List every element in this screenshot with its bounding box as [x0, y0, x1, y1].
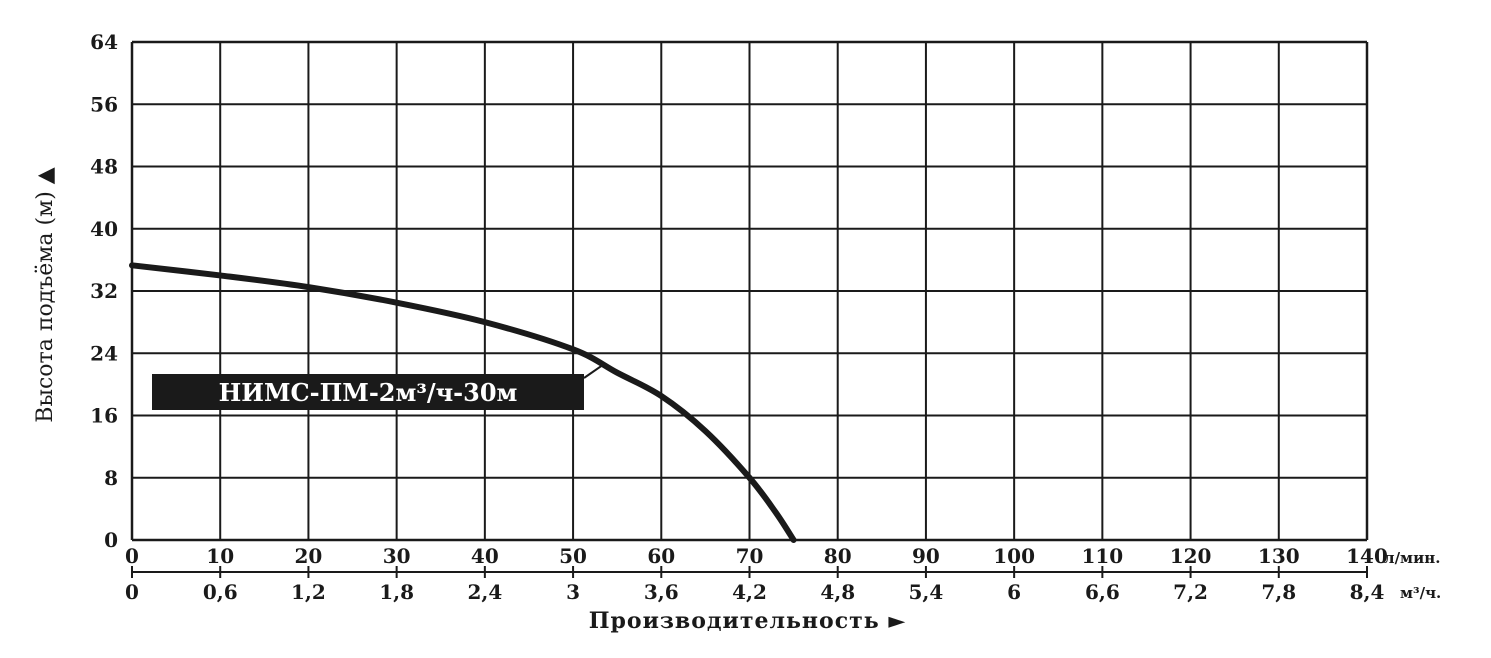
x-tick-label-lpm: 120 — [1170, 544, 1212, 568]
chart-grid — [130, 40, 1369, 578]
x-tick-label-lpm: 50 — [559, 544, 587, 568]
x-tick-labels-lpm: 0 10 20 30 40 50 60 70 80 90 100 110 120 130 140 — [125, 544, 1388, 568]
y-tick-labels: 0 8 16 24 32 40 48 56 64 — [90, 30, 118, 552]
series-label-box — [152, 374, 584, 410]
x-tick-label-m3h: 3 — [566, 580, 580, 604]
x-axis-label: Производительность ► — [589, 608, 907, 634]
x-tick-label-m3h: 0,6 — [203, 580, 238, 604]
y-axis-label: Высота подъёма (м) ▲ — [33, 167, 58, 422]
x-tick-label-lpm: 60 — [647, 544, 675, 568]
x-tick-label-m3h: 6,6 — [1085, 580, 1120, 604]
x-tick-label-m3h: 4,8 — [820, 580, 855, 604]
x-tick-label-m3h: 1,8 — [379, 580, 414, 604]
y-tick-label: 32 — [90, 279, 118, 303]
x-tick-label-m3h: 3,6 — [644, 580, 679, 604]
x-tick-label-m3h: 5,4 — [909, 580, 944, 604]
y-tick-label: 40 — [90, 217, 118, 241]
x-unit-lpm: л/мин. — [1384, 549, 1440, 567]
series-line-nims — [129, 262, 797, 543]
x-tick-label-lpm: 40 — [471, 544, 499, 568]
x-tick-label-m3h: 1,2 — [291, 580, 326, 604]
x-tick-label-lpm: 0 — [125, 544, 139, 568]
x-tick-label-lpm: 70 — [736, 544, 764, 568]
y-tick-label: 0 — [104, 528, 118, 552]
x-tick-label-m3h: 7,8 — [1261, 580, 1296, 604]
y-tick-label: 24 — [90, 341, 118, 365]
y-tick-label: 8 — [104, 466, 118, 490]
x-tick-label-lpm: 110 — [1081, 544, 1123, 568]
x-tick-label-m3h: 0 — [125, 580, 139, 604]
x-tick-label-m3h: 8,4 — [1350, 580, 1385, 604]
x-tick-label-lpm: 140 — [1346, 544, 1388, 568]
y-tick-label: 64 — [90, 30, 118, 54]
x-tick-label-m3h: 4,2 — [732, 580, 767, 604]
y-tick-label: 56 — [90, 92, 118, 116]
x-tick-label-lpm: 20 — [295, 544, 323, 568]
x-unit-m3h: м³/ч. — [1400, 584, 1441, 602]
y-tick-label: 16 — [90, 404, 118, 428]
x-tick-label-lpm: 30 — [383, 544, 411, 568]
x-tick-label-lpm: 130 — [1258, 544, 1300, 568]
x-tick-labels-m3h: 0 0,6 1,2 1,8 2,4 3 3,6 4,2 4,8 5,4 6 6,6 7,2 7,8 8,4 — [125, 580, 1384, 604]
series-label-leader — [583, 363, 605, 379]
x-tick-label-m3h: 7,2 — [1173, 580, 1208, 604]
x-tick-label-lpm: 10 — [206, 544, 234, 568]
x-tick-label-m3h: 6 — [1007, 580, 1021, 604]
y-tick-label: 48 — [90, 155, 118, 179]
series-label: НИМС-ПМ-2м³/ч-30м — [219, 378, 518, 407]
x-tick-label-m3h: 2,4 — [467, 580, 502, 604]
x-tick-label-lpm: 100 — [993, 544, 1035, 568]
x-tick-label-lpm: 90 — [912, 544, 940, 568]
x-tick-label-lpm: 80 — [824, 544, 852, 568]
